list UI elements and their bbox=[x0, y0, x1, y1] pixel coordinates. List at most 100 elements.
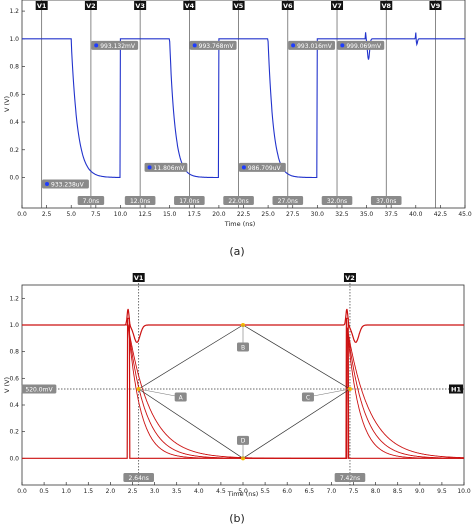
measurement-value: 999.069mV bbox=[346, 43, 382, 50]
cursor-flag[interactable] bbox=[134, 1, 147, 10]
horizontal-cursor[interactable]: H1 520.0mV bbox=[21, 384, 464, 394]
measurement-dot bbox=[241, 165, 246, 170]
cursor-name: V8 bbox=[381, 2, 391, 10]
y-tick-label: 0.2 bbox=[9, 147, 19, 154]
panel-caption: (b) bbox=[229, 512, 245, 525]
x-tick-label: 25.0 bbox=[261, 211, 275, 218]
cursor-flag[interactable] bbox=[232, 1, 245, 10]
cursor-v4[interactable]: V4 bbox=[183, 0, 196, 208]
measurement-dot bbox=[94, 43, 99, 48]
cursor-time-label-text: 37.0ns bbox=[376, 198, 396, 205]
cursor-flag[interactable] bbox=[281, 1, 294, 10]
measurement-value: 11.806mV bbox=[154, 165, 186, 172]
x-tick-label: 42.5 bbox=[434, 211, 448, 218]
cursor-name: V3 bbox=[135, 2, 145, 10]
h-cursor-value: 520.0mV bbox=[21, 384, 57, 394]
x-tick-label: 27.5 bbox=[286, 211, 300, 218]
h-cursor-value-text: 520.0mV bbox=[25, 386, 53, 393]
y-tick-label: 0.4 bbox=[9, 402, 19, 409]
cursor-time-label: 7.0ns bbox=[77, 196, 105, 205]
y-tick-label: 0.6 bbox=[9, 91, 19, 98]
h-cursor-flag[interactable] bbox=[449, 384, 463, 394]
measurement-dot bbox=[45, 181, 50, 186]
cursor-flag[interactable] bbox=[132, 273, 145, 282]
cursor-v9[interactable]: V9 bbox=[429, 0, 442, 208]
cursor-flag[interactable] bbox=[84, 1, 97, 10]
vertical-cursors[interactable]: V1 V2 V3 V4 V5 V6 V7 V8 V9 bbox=[35, 0, 442, 208]
panel-caption: (a) bbox=[229, 245, 244, 258]
y-axis-label: V (V) bbox=[3, 377, 11, 393]
y-tick-label: 1.0 bbox=[9, 322, 19, 329]
cursor-name: V1 bbox=[37, 2, 47, 10]
y-axis-label: V (V) bbox=[3, 96, 11, 112]
x-tick-label: 37.5 bbox=[384, 211, 398, 218]
x-tick-label: 8.0 bbox=[371, 488, 381, 495]
x-tick-label: 30.0 bbox=[311, 211, 325, 218]
eye-point-name: B bbox=[241, 344, 245, 351]
cursor-v1[interactable]: V1 bbox=[132, 273, 145, 485]
cursor-time-label-bg bbox=[124, 196, 156, 205]
cursor-time-label-bg bbox=[272, 196, 304, 205]
x-tick-label: 2.0 bbox=[106, 488, 116, 495]
x-tick-label: 5.0 bbox=[66, 211, 76, 218]
cursor-time-label: 22.0ns bbox=[223, 196, 254, 205]
x-axis: 0.0 2.5 5.0 7.5 10.0 12.5 15.0 17.5 20.0 22.5 25.0… bbox=[17, 205, 472, 218]
cursor-name: V2 bbox=[345, 274, 355, 282]
cursor-flag[interactable] bbox=[343, 273, 356, 282]
cursor-v2[interactable]: V2 bbox=[343, 273, 356, 485]
y-tick-label: 0.8 bbox=[9, 349, 19, 356]
x-tick-label: 5.5 bbox=[260, 488, 270, 495]
measurement-label: 933.238uV bbox=[42, 179, 89, 189]
cursor-flag[interactable] bbox=[331, 1, 344, 10]
cursor-flag[interactable] bbox=[35, 1, 48, 10]
cursor-name: V5 bbox=[234, 2, 244, 10]
vertical-cursors[interactable]: V1 V2 bbox=[132, 273, 356, 485]
cursor-time-label: 12.0ns bbox=[124, 196, 156, 205]
x-tick-label: 22.5 bbox=[237, 211, 251, 218]
cursor-time-label-bg bbox=[123, 473, 154, 482]
eye-point-b[interactable]: B bbox=[237, 323, 249, 352]
measurement-label-bg bbox=[189, 40, 237, 50]
cursor-time-labels: 7.0ns 12.0ns 17.0ns 22.0ns 27.0ns 32.0ns 37.0n… bbox=[77, 196, 402, 205]
measurement-label: 986.709uV bbox=[238, 162, 286, 172]
measurement-value: 993.132mV bbox=[100, 43, 136, 50]
x-tick-label: 3.5 bbox=[172, 488, 182, 495]
cursor-v2[interactable]: V2 bbox=[84, 0, 97, 208]
eye-point-name: D bbox=[241, 438, 246, 445]
cursor-flag[interactable] bbox=[183, 1, 196, 10]
eye-point-leader bbox=[307, 388, 351, 398]
eye-point-badge bbox=[237, 342, 249, 352]
cursor-time-label: 2.64ns bbox=[123, 473, 154, 482]
chart-panel-a: 0.00.20.40.60.81.01.2 0.0 2.5 5.0 7.5 10.0 12… bbox=[3, 0, 472, 258]
cursor-name: V9 bbox=[431, 2, 441, 10]
x-tick-label: 9.0 bbox=[415, 488, 425, 495]
measurement-label-bg bbox=[238, 162, 286, 172]
cursor-v7[interactable]: V7 bbox=[331, 0, 344, 208]
x-tick-label: 0.5 bbox=[39, 488, 49, 495]
measurement-annotations: 933.238uV 993.132mV 11.806mV 993.768mV 986.7… bbox=[42, 40, 385, 189]
x-tick-label: 7.0 bbox=[327, 488, 337, 495]
cursor-flag[interactable] bbox=[380, 1, 393, 10]
measurement-dot bbox=[192, 43, 197, 48]
chart-panel-b: 0.0 0.2 0.4 0.6 0.8 1.0 1.2 0.0 0.5 1.0 1.5 2.0 2.5… bbox=[3, 273, 471, 525]
cursor-time-label-text: 12.0ns bbox=[130, 198, 150, 205]
x-tick-label: 7.5 bbox=[91, 211, 101, 218]
x-tick-label: 12.5 bbox=[138, 211, 152, 218]
measurement-label-bg bbox=[337, 40, 385, 50]
cursor-v8[interactable]: V8 bbox=[380, 0, 393, 208]
x-tick-label: 5.0 bbox=[238, 488, 248, 495]
cursor-v5[interactable]: V5 bbox=[232, 0, 245, 208]
eye-point-d[interactable]: D bbox=[237, 435, 249, 461]
x-tick-label: 15.0 bbox=[163, 211, 177, 218]
cursor-v6[interactable]: V6 bbox=[281, 0, 294, 208]
cursor-name: V1 bbox=[134, 274, 144, 282]
eye-point-a[interactable]: A bbox=[136, 387, 187, 402]
cursor-v3[interactable]: V3 bbox=[134, 0, 147, 208]
x-tick-label: 2.5 bbox=[42, 211, 52, 218]
cursor-flag[interactable] bbox=[429, 1, 442, 10]
cursor-time-label: 27.0ns bbox=[272, 196, 304, 205]
eye-point-c[interactable]: C bbox=[301, 387, 352, 402]
eye-opening-diamond: A B C D bbox=[136, 323, 352, 461]
cursor-v1[interactable]: V1 bbox=[35, 0, 48, 208]
